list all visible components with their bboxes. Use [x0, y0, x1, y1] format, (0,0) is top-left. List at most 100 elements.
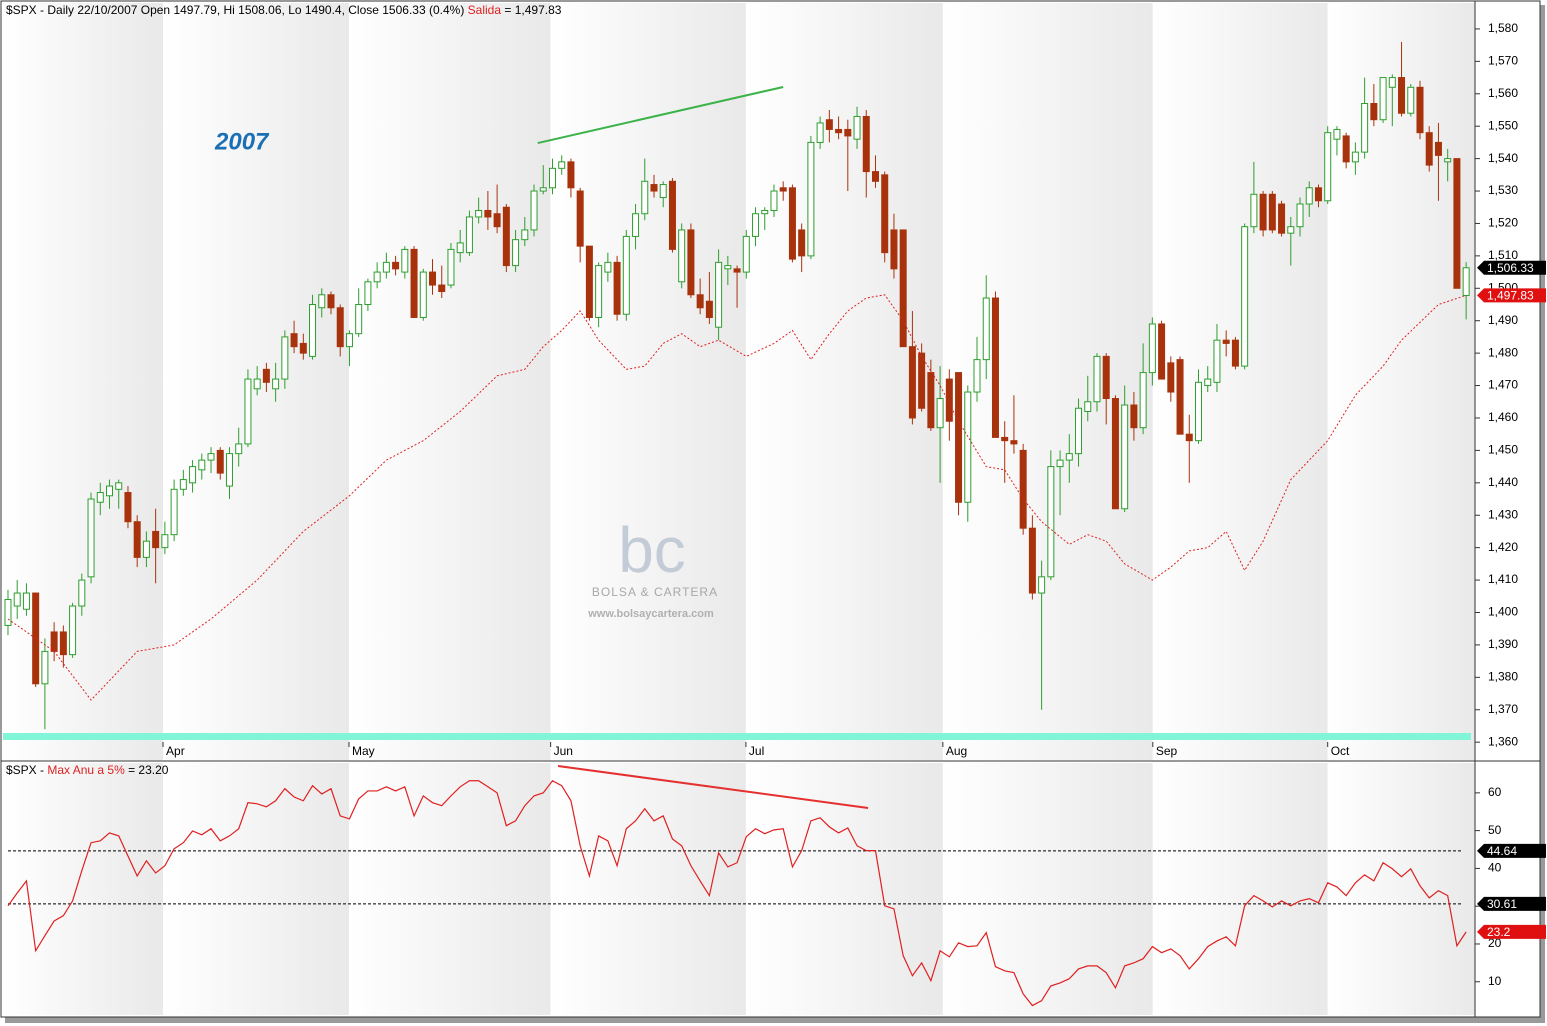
- y-tick-label: 1,390: [1488, 637, 1518, 651]
- candle-body: [724, 265, 732, 270]
- y-tick-label: 1,530: [1488, 183, 1518, 197]
- y-tick-label: 1,490: [1488, 313, 1518, 327]
- watermark-logo: bc: [618, 514, 686, 586]
- candle-body: [585, 245, 593, 318]
- candle-body: [807, 141, 815, 257]
- month-band: [3, 3, 164, 760]
- month-band: [1327, 763, 1475, 1015]
- candle-body: [189, 466, 197, 484]
- candle-body: [142, 540, 150, 558]
- candle-body: [899, 229, 907, 348]
- legend-value: = 1,497.83: [504, 3, 561, 17]
- candle-body: [742, 235, 750, 273]
- x-tick-label: Oct: [1331, 744, 1350, 758]
- candle-body: [152, 530, 160, 549]
- price-tag: [1477, 924, 1546, 939]
- candle-body: [1388, 77, 1396, 88]
- y-tick-label: 40: [1488, 861, 1502, 875]
- candle-body: [78, 579, 86, 607]
- y-tick-label: 1,360: [1488, 734, 1518, 748]
- candle-body: [1121, 404, 1129, 510]
- candle-body: [1296, 203, 1304, 228]
- candle-body: [1370, 103, 1378, 121]
- candle-body: [22, 592, 30, 610]
- candle-body: [235, 443, 243, 455]
- candle-body: [1065, 453, 1073, 461]
- candle-body: [1278, 203, 1286, 234]
- candle-body: [1195, 381, 1203, 442]
- candle-body: [853, 115, 861, 140]
- candle-body: [69, 605, 77, 656]
- month-band: [163, 763, 349, 1015]
- y-tick-label: 1,380: [1488, 670, 1518, 684]
- candle-body: [1204, 378, 1212, 387]
- candle-body: [1379, 77, 1387, 121]
- candle-body: [567, 161, 575, 189]
- candle-body: [262, 368, 270, 383]
- candle-body: [788, 187, 796, 260]
- month-band: [1152, 763, 1328, 1015]
- y-tick-label: 60: [1488, 785, 1502, 799]
- candle-body: [835, 128, 843, 134]
- plot: 1,360 1,370 1,380 1,390 1,400 1,410 1,420 1,430…: [4, 21, 1546, 1007]
- month-band: [942, 763, 1153, 1015]
- x-tick-label: Jul: [749, 744, 764, 758]
- candle-body: [290, 333, 298, 348]
- candle-body: [982, 297, 990, 361]
- y-tick-label: 1,510: [1488, 248, 1518, 262]
- x-tick-label: Jun: [554, 744, 573, 758]
- y-tick-label: 1,420: [1488, 540, 1518, 554]
- candle-body: [272, 378, 280, 390]
- y-tick-label: 1,520: [1488, 216, 1518, 230]
- candle-body: [918, 352, 926, 409]
- candle-body: [595, 265, 603, 318]
- candle-body: [632, 213, 640, 237]
- candle-body: [198, 459, 206, 471]
- candle-body: [779, 187, 787, 192]
- candle-body: [973, 359, 981, 393]
- candle-body: [936, 398, 944, 429]
- candle-body: [336, 307, 344, 348]
- candle-body: [1111, 398, 1119, 510]
- candle-body: [1314, 187, 1322, 202]
- price-tag-label: 1,506.33: [1487, 261, 1534, 275]
- candle-body: [1351, 151, 1359, 163]
- candle-body: [1222, 339, 1230, 344]
- legend-name: Salida: [468, 3, 502, 17]
- candle-body: [410, 248, 418, 318]
- y-tick-label: 1,580: [1488, 21, 1518, 35]
- candle-body: [1268, 193, 1276, 231]
- candle-body: [521, 229, 529, 241]
- candle-body: [991, 297, 999, 438]
- candle-body: [207, 453, 215, 461]
- candle-body: [1158, 323, 1166, 380]
- candle-body: [345, 333, 353, 348]
- candle-body: [1075, 407, 1083, 455]
- price-tag-label: 44.64: [1487, 844, 1517, 858]
- candle-body: [161, 534, 169, 549]
- month-band: [1327, 3, 1475, 760]
- y-tick-label: 1,430: [1488, 507, 1518, 521]
- candle-body: [1028, 527, 1036, 594]
- candle-body: [1047, 466, 1055, 578]
- x-tick-label: Apr: [166, 744, 185, 758]
- candle-body: [225, 453, 233, 487]
- title: $SPX -: [6, 763, 44, 777]
- candle-body: [401, 248, 409, 273]
- candle-body: [281, 336, 289, 380]
- y-tick-label: 20: [1488, 936, 1502, 950]
- candle-body: [318, 294, 326, 309]
- candle-body: [429, 271, 437, 286]
- candle-body: [4, 599, 12, 626]
- month-band: [550, 763, 746, 1015]
- watermark: bc BOLSA & CARTERA www.bolsaycartera.com: [587, 514, 717, 620]
- candle-body: [382, 261, 390, 273]
- annotation: 2007: [214, 128, 270, 155]
- candle-body: [659, 184, 667, 199]
- candle-body: [1398, 77, 1406, 114]
- title: $SPX - Daily 22/10/2007 Open 1497.79, Hi…: [6, 3, 464, 17]
- overlay-line: [7, 294, 1467, 701]
- candle-body: [1139, 372, 1147, 429]
- header: $SPX - Daily 22/10/2007 Open 1497.79, Hi…: [6, 3, 562, 17]
